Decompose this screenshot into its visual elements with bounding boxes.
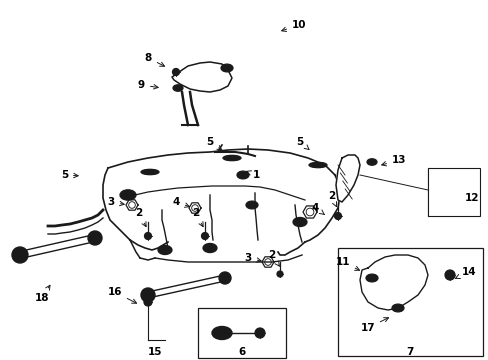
Ellipse shape [245,201,258,209]
Circle shape [254,328,264,338]
Ellipse shape [212,327,231,339]
Circle shape [88,231,102,245]
Circle shape [334,212,341,220]
Circle shape [444,270,454,280]
Bar [427,168,479,216]
Ellipse shape [141,169,159,175]
Text: 18: 18 [35,285,50,303]
Circle shape [141,288,155,302]
Text: 13: 13 [381,155,406,166]
Text: 11: 11 [335,257,359,270]
Circle shape [143,298,152,306]
Bar [198,308,285,358]
Ellipse shape [224,66,229,69]
Circle shape [144,233,151,239]
Circle shape [145,292,151,298]
Text: 9: 9 [138,80,158,90]
Circle shape [219,272,230,284]
Circle shape [91,234,98,242]
Text: 17: 17 [360,318,388,333]
Text: 2: 2 [267,250,279,266]
Text: 16: 16 [107,287,136,303]
Ellipse shape [176,86,180,89]
Text: 5: 5 [296,137,308,149]
Circle shape [12,247,28,263]
Text: 15: 15 [147,347,162,357]
Text: 5: 5 [61,170,78,180]
Circle shape [222,275,227,281]
Text: 7: 7 [406,347,413,357]
Text: 2: 2 [192,208,203,226]
Text: 1: 1 [246,170,260,180]
Ellipse shape [173,85,183,91]
Circle shape [276,271,283,277]
Text: 8: 8 [144,53,164,66]
Ellipse shape [365,274,377,282]
Ellipse shape [206,246,213,250]
Ellipse shape [292,217,306,226]
Ellipse shape [391,304,403,312]
Ellipse shape [217,330,226,336]
Text: 14: 14 [455,267,476,279]
Ellipse shape [366,159,376,165]
Circle shape [201,233,208,239]
Ellipse shape [221,64,232,72]
Ellipse shape [120,190,136,200]
Polygon shape [359,255,427,310]
Polygon shape [335,155,359,202]
Text: 2: 2 [135,208,146,226]
Text: 4: 4 [172,197,189,207]
Circle shape [172,68,179,76]
Text: 5: 5 [206,137,222,150]
Ellipse shape [308,162,326,168]
Ellipse shape [223,155,241,161]
Text: 3: 3 [244,253,261,263]
Ellipse shape [162,248,168,252]
Ellipse shape [369,161,373,163]
Text: 12: 12 [464,193,478,203]
Ellipse shape [394,306,400,310]
Polygon shape [172,62,231,92]
Text: 4: 4 [311,203,324,215]
Text: 6: 6 [238,347,245,357]
Ellipse shape [368,276,374,280]
Ellipse shape [237,171,248,179]
Ellipse shape [249,203,254,207]
Ellipse shape [296,220,303,224]
Ellipse shape [158,246,172,255]
Text: 3: 3 [107,197,124,207]
Bar [337,248,482,356]
Text: 10: 10 [281,20,306,32]
Ellipse shape [124,193,131,197]
Circle shape [17,252,23,258]
Ellipse shape [203,243,217,253]
Ellipse shape [240,174,245,177]
Text: 2: 2 [327,191,336,207]
